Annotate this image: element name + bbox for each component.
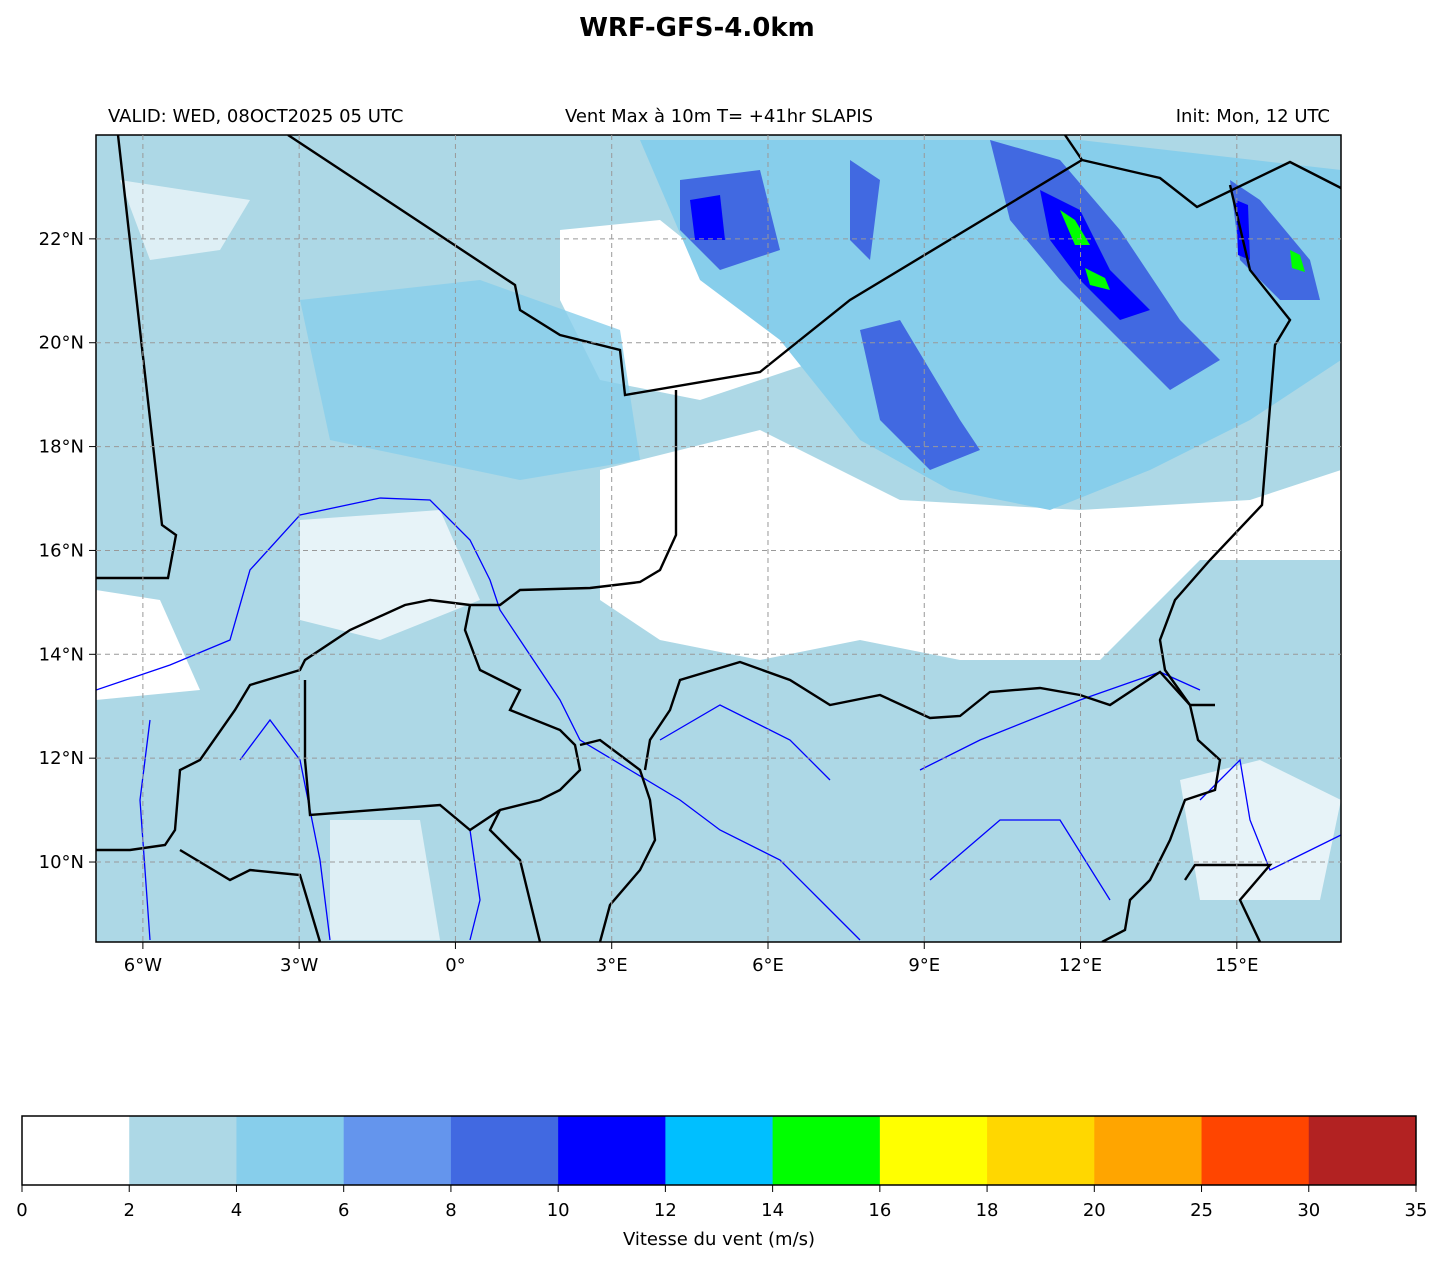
plot-frame	[95, 134, 1342, 943]
y-tick-label: 22°N	[39, 229, 84, 250]
y-tick-label: 14°N	[39, 644, 84, 665]
colorbar-segment	[665, 1116, 774, 1185]
colorbar-segment	[558, 1116, 666, 1185]
colorbar-tick-label: 6	[338, 1200, 349, 1221]
x-tick-label: 12°E	[1059, 955, 1102, 976]
colorbar-segment	[129, 1116, 237, 1185]
x-tick-label: 9°E	[908, 955, 940, 976]
colorbar-tick-label: 25	[1190, 1200, 1213, 1221]
colorbar-segment	[450, 1116, 559, 1185]
colorbar-tick-label: 35	[1405, 1200, 1428, 1221]
colorbar-tick-label: 2	[124, 1200, 135, 1221]
colorbar-segment	[772, 1116, 881, 1185]
y-tick-label: 20°N	[39, 333, 84, 354]
x-tick-label: 6°E	[752, 955, 784, 976]
colorbar-tick-label: 30	[1297, 1200, 1320, 1221]
colorbar-tick-label: 0	[16, 1200, 27, 1221]
colorbar-frame	[21, 1115, 1417, 1186]
colorbar-tick-label: 14	[761, 1200, 784, 1221]
colorbar-segment	[987, 1116, 1095, 1185]
colorbar-segment	[1094, 1116, 1203, 1185]
colorbar-segment	[1308, 1116, 1417, 1185]
colorbar-segment	[343, 1116, 452, 1185]
x-tick-label: 3°E	[596, 955, 628, 976]
colorbar-tick-label: 4	[231, 1200, 242, 1221]
y-tick-label: 18°N	[39, 437, 84, 458]
colorbar-tick-label: 18	[976, 1200, 999, 1221]
x-tick-label: 0°	[445, 955, 465, 976]
x-tick-label: 3°W	[280, 955, 318, 976]
subtitle-center: Vent Max à 10m T= +41hr SLAPIS	[565, 106, 873, 127]
title: WRF-GFS-4.0km	[579, 13, 815, 43]
x-tick-label: 15°E	[1215, 955, 1258, 976]
colorbar-segment	[22, 1116, 130, 1185]
wind-field	[96, 135, 1341, 942]
colorbar-segment	[236, 1116, 345, 1185]
subtitle-left: VALID: WED, 08OCT2025 05 UTC	[108, 106, 403, 127]
colorbar-tick-label: 20	[1083, 1200, 1106, 1221]
map-lines	[96, 135, 1341, 942]
colorbar-tick-label: 16	[868, 1200, 891, 1221]
colorbar-tick-label: 8	[445, 1200, 456, 1221]
colorbar-segment	[1201, 1116, 1310, 1185]
y-tick-label: 10°N	[39, 852, 84, 873]
colorbar-label: Vitesse du vent (m/s)	[623, 1229, 815, 1250]
colorbar: 0 2 4 6 8 10 12 14 16 18 20 25 30 35	[16, 1115, 1428, 1221]
y-tick-label: 12°N	[39, 748, 84, 769]
y-tick-label: 16°N	[39, 540, 84, 561]
axes: 6°W 3°W 0° 3°E 6°E 9°E 12°E 15°E 10°N 12°N 14°N 16°…	[39, 135, 1341, 976]
subtitle-right: Init: Mon, 12 UTC	[1176, 106, 1330, 127]
colorbar-segment	[879, 1116, 988, 1185]
x-tick-label: 6°W	[124, 955, 162, 976]
colorbar-tick-label: 12	[654, 1200, 677, 1221]
colorbar-tick-label: 10	[547, 1200, 570, 1221]
